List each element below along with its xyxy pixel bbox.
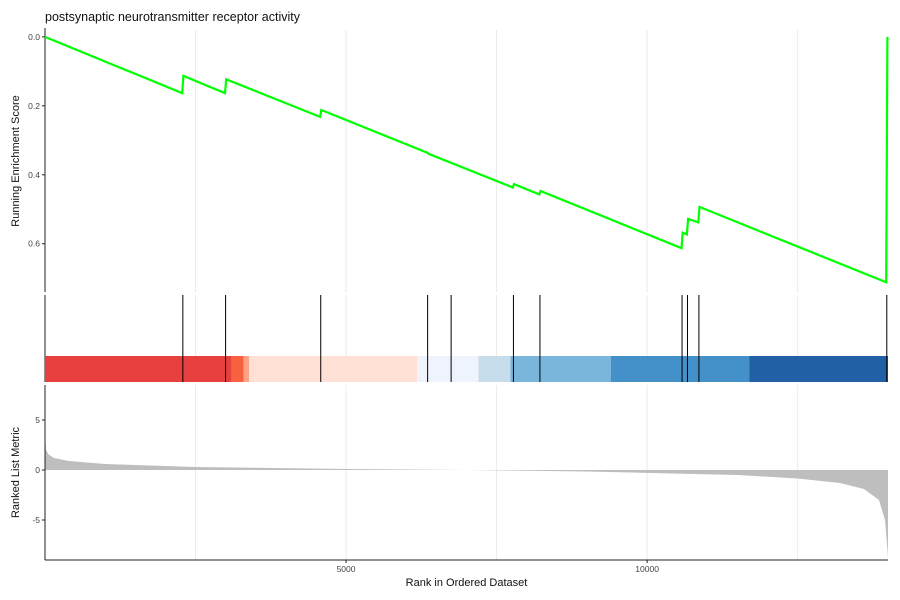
heatmap-segment (243, 356, 250, 382)
x-tick-label: 10000 (635, 564, 659, 574)
ranking-heatmap (45, 356, 888, 382)
y-tick-label: 0.0 (28, 32, 40, 42)
heatmap-segment (749, 356, 888, 382)
x-axis-title: Rank in Ordered Dataset (406, 577, 528, 589)
x-tick-label: 5000 (337, 564, 356, 574)
ranked-metric-axis-title: Ranked List Metric (10, 426, 22, 518)
y-tick-label: 0 (35, 465, 40, 475)
gene-hits-panel (44, 295, 888, 382)
heatmap-segment (610, 356, 750, 382)
y-tick-label: 0.4 (28, 170, 40, 180)
y-tick-label: 0.6 (28, 239, 40, 249)
heatmap-segment (231, 356, 244, 382)
heatmap-segment (249, 356, 418, 382)
y-tick-label: -5 (32, 515, 40, 525)
chart-title: postsynaptic neurotransmitter receptor a… (45, 10, 301, 24)
heatmap-segment (478, 356, 511, 382)
heatmap-segment (45, 356, 232, 382)
heatmap-segment (417, 356, 479, 382)
running-score-axis-title: Running Enrichment Score (10, 95, 22, 226)
ranked-metric-area (45, 434, 888, 557)
running-score-line (44, 35, 889, 284)
y-tick-label: 0.2 (28, 101, 40, 111)
y-tick-label: 5 (35, 415, 40, 425)
running-enrichment-panel: 0.0 0.2 0.4 0.6 Running Enrichment Score (10, 28, 889, 292)
heatmap-segment (510, 356, 611, 382)
ranked-list-panel: 5 0 -5 5000 10000 Ranked List Metric Rank i… (10, 385, 888, 589)
gene-hit-markers (182, 295, 888, 382)
